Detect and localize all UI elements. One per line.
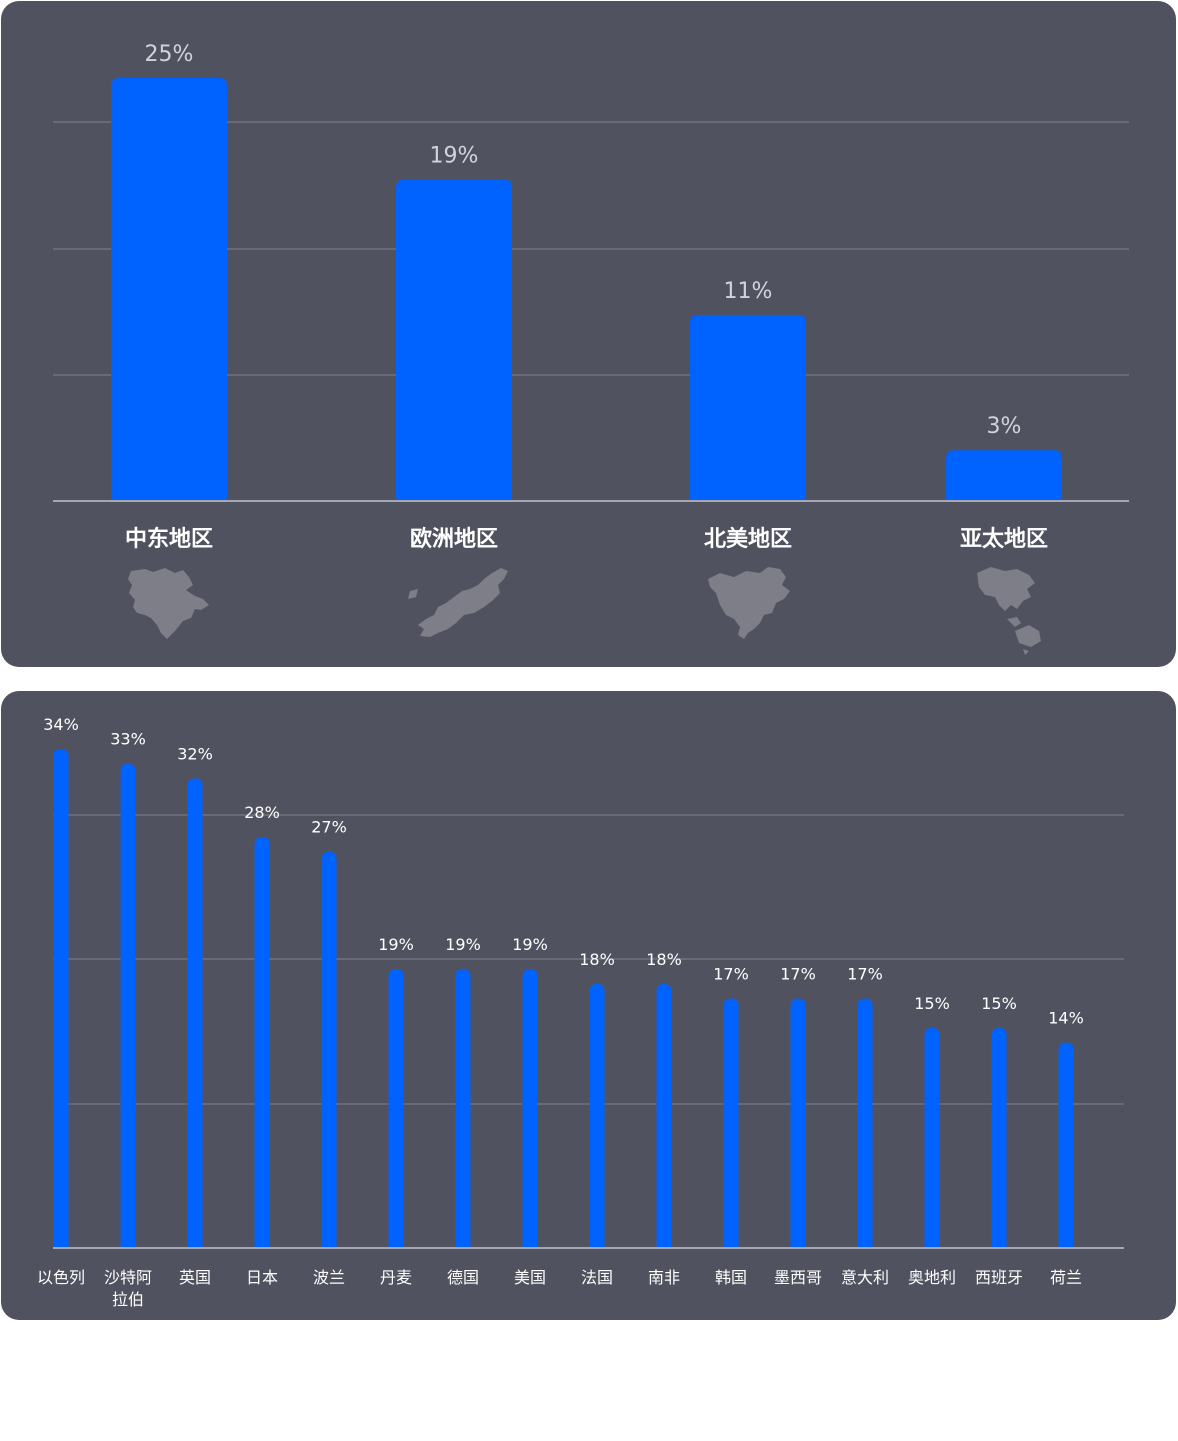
category-label: 德国 [447,1268,479,1287]
asia-pacific-map-icon [971,565,1061,655]
data-label: 15% [914,994,950,1013]
bar [396,179,512,501]
data-label: 17% [780,965,816,984]
bar [991,1027,1007,1248]
category-label: 亚太地区 [960,527,1048,552]
category-label: 丹麦 [380,1268,412,1287]
category-label: 沙特阿拉伯 [104,1268,152,1309]
category-label: 以色列 [37,1268,85,1287]
bar [924,1027,940,1248]
data-label: 17% [847,965,883,984]
category-label: 西班牙 [975,1268,1023,1287]
country-bar-chart: 34% 以色列 33% 沙特阿拉伯 32% 英国 28% 日本 27% 波兰 19% 丹麦 19% 德国 1… [37,715,1124,1309]
data-label: 27% [311,818,347,837]
bar [111,78,227,501]
bar [321,851,337,1248]
bar [1058,1042,1074,1248]
bar [857,998,873,1248]
data-label: 15% [981,994,1017,1013]
category-label: 奥地利 [908,1268,956,1287]
north-america-map-icon [704,563,794,643]
category-label: 英国 [179,1268,211,1287]
data-label: 33% [110,730,146,749]
category-label: 法国 [581,1268,613,1287]
data-label: 19% [512,935,548,954]
category-label: 日本 [246,1268,278,1287]
category-label: 欧洲地区 [410,526,498,552]
data-label: 19% [430,144,479,169]
region-bar-chart: 25% 中东地区 19% 欧洲地区 11% 北美地区 3% 亚太地区 [53,42,1129,552]
data-label: 28% [244,803,280,822]
bar [723,998,739,1248]
category-label: 中东地区 [125,526,213,552]
bar [187,778,203,1248]
category-label: 意大利 [841,1268,889,1287]
europe-map-icon [404,563,508,643]
bar [53,749,69,1248]
data-label: 19% [445,935,481,954]
data-label: 14% [1048,1009,1084,1028]
data-label: 32% [177,744,213,763]
bar [522,969,538,1248]
bar [120,763,136,1248]
bar [455,969,471,1248]
data-label: 11% [724,279,773,304]
category-label: 美国 [514,1268,546,1287]
data-label: 25% [145,42,194,67]
bar [388,969,404,1248]
data-label: 18% [579,950,615,969]
country-chart-panel: 34% 以色列 33% 沙特阿拉伯 32% 英国 28% 日本 27% 波兰 19% 丹麦 19% 德国 1… [1,691,1176,1320]
data-label: 18% [646,950,682,969]
data-label: 17% [713,965,749,984]
category-label: 南非 [648,1268,680,1287]
data-label: 19% [378,935,414,954]
bar [790,998,806,1248]
category-label: 北美地区 [704,526,792,552]
bar [656,983,672,1248]
data-label: 34% [43,715,79,734]
region-chart-panel: 25% 中东地区 19% 欧洲地区 11% 北美地区 3% 亚太地区 [1,1,1176,667]
data-label: 3% [987,414,1022,439]
bar [589,983,605,1248]
category-label: 波兰 [313,1268,345,1287]
category-label: 荷兰 [1050,1268,1082,1287]
category-label: 墨西哥 [774,1268,822,1287]
category-label: 韩国 [715,1268,747,1287]
bar [946,450,1062,501]
middle-east-map-icon [123,563,213,643]
bar [254,837,270,1248]
bar [690,314,806,501]
